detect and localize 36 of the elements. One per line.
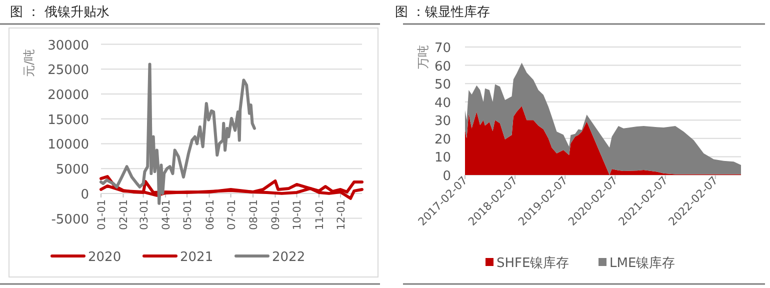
legend-label: LME镍库存 [610, 256, 676, 271]
y-tick-label: 70 [434, 41, 451, 56]
x-tick-label: 07-01 [226, 199, 238, 230]
y-tick-label: 0 [80, 187, 89, 202]
x-tick-label: 01-01 [96, 199, 108, 230]
x-tick-label: 11-01 [314, 199, 326, 230]
x-tick-label: 06-01 [204, 199, 216, 230]
y-tick-label: 30 [434, 114, 451, 130]
x-tick-label: 03-01 [138, 199, 150, 230]
y-axis-title: 万吨 [416, 45, 430, 69]
y-tick-label: 50 [434, 78, 451, 93]
y-tick-label: -5000 [51, 212, 89, 228]
x-tick-label: 04-01 [160, 199, 173, 230]
y-tick-label: 20000 [48, 88, 89, 104]
y-tick-label: 5000 [56, 162, 89, 178]
x-tick-label: 10-01 [292, 199, 304, 230]
y-tick-label: 10 [434, 150, 451, 166]
x-tick-label: 12-01 [335, 199, 348, 230]
y-tick-label: 60 [434, 59, 451, 74]
legend-label: 2020 [88, 250, 122, 265]
y-tick-label: 20 [434, 132, 451, 148]
y-axis-title: 元/吨 [22, 48, 36, 78]
x-tick-label: 02-01 [118, 199, 130, 230]
legend-label: SHFE镍库存 [496, 256, 570, 271]
title: 图 ： 俄镍升贴水 [10, 5, 110, 20]
title: 图 ：镍显性库存 [395, 5, 490, 20]
legend-label: 2022 [272, 250, 306, 265]
y-tick-label: 30000 [48, 38, 89, 54]
y-tick-label: 40 [434, 96, 451, 111]
legend-label: 2021 [180, 250, 214, 265]
x-tick-label: 08-01 [248, 199, 260, 230]
y-tick-label: 15000 [48, 112, 89, 128]
y-tick-label: 25000 [48, 63, 89, 78]
y-tick-label: 10000 [48, 138, 89, 153]
x-tick-label: 09-01 [270, 199, 282, 230]
x-tick-label: 05-01 [182, 199, 194, 230]
